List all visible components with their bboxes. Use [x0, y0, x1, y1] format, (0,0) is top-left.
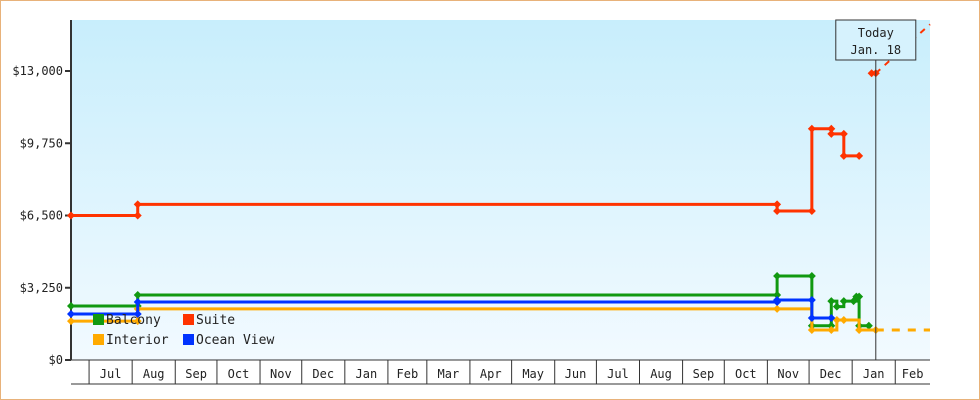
month-label: Oct — [735, 367, 757, 381]
ocean-view-point — [133, 309, 142, 318]
suite-point — [807, 124, 816, 133]
y-tick-label: $9,750 — [20, 136, 63, 150]
interior-point — [133, 317, 142, 326]
month-label: Aug — [650, 367, 672, 381]
suite-point — [133, 211, 142, 220]
y-tick-label: $13,000 — [12, 64, 63, 78]
suite-point — [839, 151, 848, 160]
legend-swatch — [183, 314, 194, 325]
balcony-point — [827, 297, 836, 306]
interior-point — [827, 325, 836, 334]
month-label: Feb — [902, 367, 924, 381]
ocean-view-point — [807, 313, 816, 322]
suite-point — [827, 129, 836, 138]
ocean-view-point — [133, 297, 142, 306]
suite-point — [807, 207, 816, 216]
y-tick-label: $3,250 — [20, 281, 63, 295]
suite-point — [133, 200, 142, 209]
ocean-view-point — [807, 295, 816, 304]
legend-label: Interior — [106, 333, 169, 348]
y-tick-label: $0 — [49, 353, 63, 367]
legend-label: Ocean View — [196, 333, 274, 348]
month-label: Oct — [228, 367, 250, 381]
ocean-view-point — [773, 295, 782, 304]
month-label: Sep — [693, 367, 715, 381]
balcony-point — [827, 321, 836, 330]
month-label: Jan — [863, 367, 885, 381]
interior-point — [773, 304, 782, 313]
today-box — [835, 19, 917, 61]
month-label: Nov — [270, 367, 292, 381]
suite-point — [827, 124, 836, 133]
balcony-point — [839, 297, 848, 306]
today-date: Jan. 18 — [851, 43, 902, 57]
balcony-point — [864, 321, 873, 330]
month-label: Sep — [185, 367, 207, 381]
month-label: May — [522, 367, 544, 381]
balcony-point — [773, 290, 782, 299]
month-label: Feb — [397, 367, 419, 381]
month-label: Dec — [820, 367, 842, 381]
balcony-point — [773, 271, 782, 280]
legend-label: Suite — [196, 313, 235, 328]
legend-swatch — [93, 334, 104, 345]
suite-point — [67, 211, 75, 220]
balcony-point — [832, 302, 841, 311]
month-label: Jul — [607, 367, 629, 381]
interior-point — [67, 317, 75, 326]
month-label: Jun — [565, 367, 587, 381]
suite-point — [773, 200, 782, 209]
balcony-point — [133, 290, 142, 299]
ocean-view-point — [827, 313, 836, 322]
month-label: Jul — [100, 367, 122, 381]
suite-point — [839, 129, 848, 138]
legend-swatch — [93, 314, 104, 325]
ocean-view-point — [67, 309, 75, 318]
today-label: Today — [858, 26, 894, 40]
suite-point — [773, 207, 782, 216]
legend-label: Balcony — [106, 313, 161, 328]
month-label: Apr — [480, 367, 502, 381]
legend: Balcony Suite Interior Ocean View — [93, 313, 274, 348]
interior-point — [855, 325, 864, 334]
month-label: Mar — [438, 367, 460, 381]
legend-swatch — [183, 334, 194, 345]
month-label: Aug — [143, 367, 165, 381]
month-label: Nov — [777, 367, 799, 381]
suite-point — [855, 151, 864, 160]
month-label: Dec — [312, 367, 334, 381]
interior-point — [807, 325, 816, 334]
balcony-point — [807, 271, 816, 280]
suite-today-point — [867, 69, 876, 78]
balcony-point — [67, 301, 75, 310]
interior-point — [839, 315, 848, 324]
month-label: Jan — [356, 367, 378, 381]
y-tick-label: $6,500 — [20, 209, 63, 223]
balcony-point — [855, 292, 864, 301]
